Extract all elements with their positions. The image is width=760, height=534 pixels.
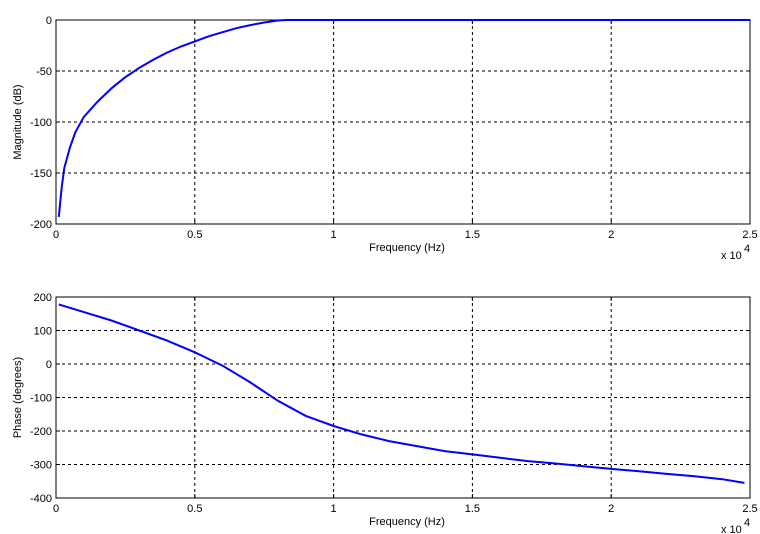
phase-x-tick-label: 0 bbox=[53, 503, 59, 515]
phase-x-tick-label: 0.5 bbox=[187, 503, 202, 515]
magnitude-y-tick-label: -150 bbox=[30, 168, 52, 180]
phase-x-exponent-power: 4 bbox=[744, 517, 750, 529]
phase-x-exponent-label: x 10 bbox=[721, 524, 742, 534]
phase-x-tick-label: 1.5 bbox=[465, 503, 480, 515]
magnitude-x-tick-label: 1 bbox=[331, 229, 337, 241]
magnitude-x-tick-label: 1.5 bbox=[465, 229, 480, 241]
phase-y-tick-label: 200 bbox=[34, 292, 52, 304]
phase-x-tick-label: 2 bbox=[608, 503, 614, 515]
phase-y-tick-label: -300 bbox=[30, 460, 52, 472]
magnitude-y-tick-label: -200 bbox=[30, 219, 52, 231]
phase-y-tick-label: -100 bbox=[30, 393, 52, 405]
magnitude-x-exponent-label: x 10 bbox=[721, 250, 742, 262]
phase-x-tick-label: 2.5 bbox=[742, 503, 757, 515]
phase-x-tick-label: 1 bbox=[331, 503, 337, 515]
magnitude-y-axis-label: Magnitude (dB) bbox=[12, 84, 24, 159]
phase-y-axis-label: Phase (degrees) bbox=[12, 357, 24, 438]
magnitude-x-tick-label: 2.5 bbox=[742, 229, 757, 241]
magnitude-x-tick-label: 0 bbox=[53, 229, 59, 241]
phase-x-axis-label: Frequency (Hz) bbox=[369, 516, 445, 528]
magnitude-plot: 0 0.5 1 1.5 2 2.5 -200 -150 -100 -50 0 Frequency (H… bbox=[12, 15, 758, 262]
phase-series-line bbox=[58, 303, 745, 484]
phase-y-tick-label: -200 bbox=[30, 426, 52, 438]
phase-plot: 0 0.5 1 1.5 2 2.5 -400 -300 -200 -100 0 100 200 Frequ… bbox=[12, 292, 758, 534]
phase-y-tick-label: -400 bbox=[30, 493, 52, 505]
magnitude-x-tick-label: 0.5 bbox=[187, 229, 202, 241]
magnitude-x-tick-label: 2 bbox=[608, 229, 614, 241]
magnitude-y-tick-label: -100 bbox=[30, 117, 52, 129]
magnitude-x-exponent-power: 4 bbox=[744, 243, 750, 255]
magnitude-series-line bbox=[57, 19, 750, 217]
magnitude-x-axis-label: Frequency (Hz) bbox=[369, 242, 445, 254]
phase-y-tick-label: 0 bbox=[46, 359, 52, 371]
phase-y-tick-label: 100 bbox=[34, 326, 52, 338]
magnitude-y-tick-label: 0 bbox=[46, 15, 52, 27]
magnitude-y-tick-label: -50 bbox=[36, 66, 52, 78]
